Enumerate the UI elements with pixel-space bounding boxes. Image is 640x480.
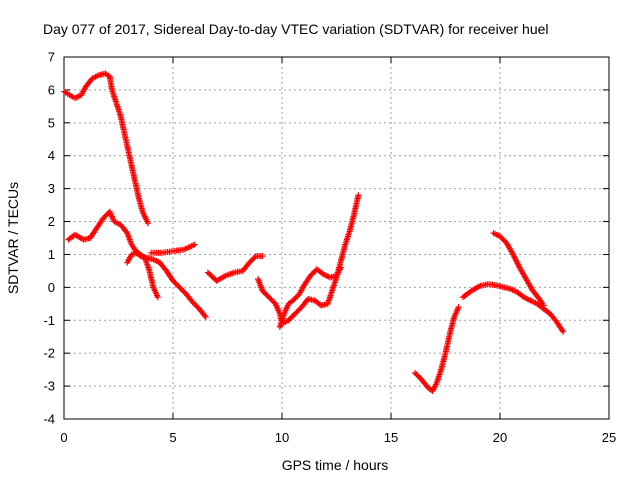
grid-lines xyxy=(63,56,610,420)
data-point xyxy=(154,294,161,301)
data-marker xyxy=(104,211,111,218)
data-marker xyxy=(309,270,316,277)
data-marker xyxy=(286,315,293,322)
data-point xyxy=(170,277,176,284)
data-marker xyxy=(294,308,301,315)
data-marker xyxy=(535,294,542,301)
data-marker xyxy=(261,290,268,297)
data-marker xyxy=(267,295,274,302)
x-tick-label: 0 xyxy=(60,430,67,445)
y-tick-label: 1 xyxy=(48,247,55,262)
data-marker xyxy=(498,234,505,241)
data-marker xyxy=(260,288,267,295)
x-tick-label: 20 xyxy=(493,430,507,445)
y-tick-label: -4 xyxy=(43,412,55,427)
data-marker xyxy=(102,212,109,219)
data-marker xyxy=(415,373,422,380)
data-point xyxy=(259,253,266,260)
y-tick-label: 5 xyxy=(48,115,55,130)
x-tick-label: 5 xyxy=(169,430,176,445)
data-marker xyxy=(172,280,179,287)
data-marker xyxy=(296,306,303,313)
x-tick-label: 15 xyxy=(384,430,398,445)
data-marker xyxy=(291,296,298,303)
data-marker xyxy=(293,309,300,316)
plot-frame xyxy=(63,56,610,420)
data-marker xyxy=(263,291,270,298)
data-marker xyxy=(173,281,180,288)
data-marker xyxy=(193,303,200,310)
y-tick-label: 6 xyxy=(48,82,55,97)
x-tick-labels: 0 5 10 15 20 25 xyxy=(60,430,616,445)
data-point xyxy=(202,313,209,320)
y-tick-label: -2 xyxy=(43,346,55,361)
data-marker xyxy=(413,371,420,378)
data-point xyxy=(355,192,362,199)
data-point xyxy=(289,297,296,304)
data-point xyxy=(455,304,462,311)
data-marker xyxy=(288,314,295,321)
data-marker xyxy=(500,237,507,244)
y-tick-label: -3 xyxy=(43,379,55,394)
data-marker xyxy=(177,285,184,292)
chart-title: Day 077 of 2017, Sidereal Day-to-day VTE… xyxy=(43,21,549,37)
data-marker xyxy=(251,254,258,261)
data-marker xyxy=(269,298,276,305)
x-axis-label: GPS time / hours xyxy=(282,457,389,473)
y-tick-label: 2 xyxy=(48,214,55,229)
x-tick-label: 10 xyxy=(275,430,289,445)
y-tick-label: 4 xyxy=(48,148,55,163)
axis-ticks xyxy=(63,56,610,420)
y-tick-label: 3 xyxy=(48,181,55,196)
data-marker xyxy=(293,293,300,300)
data-marker xyxy=(180,288,187,295)
data-point xyxy=(497,233,503,240)
data-marker xyxy=(268,296,275,303)
y-tick-label: 0 xyxy=(48,280,55,295)
data-marker xyxy=(264,292,271,299)
data-marker xyxy=(190,300,197,307)
data-marker xyxy=(101,213,108,220)
data-point xyxy=(259,287,266,294)
data-marker xyxy=(289,313,296,320)
data-point xyxy=(292,310,299,317)
data-point xyxy=(307,272,314,279)
data-marker xyxy=(499,235,506,242)
data-point xyxy=(191,241,198,248)
data-point xyxy=(176,284,183,291)
data-marker xyxy=(171,279,178,286)
data-marker xyxy=(175,283,182,290)
data-marker xyxy=(248,257,255,264)
data-point xyxy=(337,264,344,271)
data-marker xyxy=(250,255,257,262)
data-points xyxy=(61,70,567,395)
data-point xyxy=(265,294,272,301)
data-point xyxy=(189,299,196,306)
data-marker xyxy=(247,258,254,265)
data-marker xyxy=(123,228,130,235)
data-point xyxy=(100,215,107,222)
data-marker xyxy=(308,271,315,278)
data-point xyxy=(411,369,418,376)
y-tick-labels: -4 -3 -2 -1 0 1 2 3 4 5 6 7 xyxy=(43,50,55,427)
data-point xyxy=(246,259,253,266)
data-marker xyxy=(311,268,318,275)
data-point xyxy=(540,302,547,309)
y-axis-label: SDTVAR / TECUs xyxy=(5,182,21,294)
y-tick-label: 7 xyxy=(48,50,55,65)
data-marker xyxy=(179,286,186,293)
data-marker xyxy=(292,294,299,301)
data-marker xyxy=(192,301,199,308)
data-point xyxy=(285,317,292,324)
data-marker xyxy=(414,372,421,379)
data-marker xyxy=(201,312,208,319)
data-point xyxy=(560,328,567,335)
data-point xyxy=(144,220,151,227)
y-tick-label: -1 xyxy=(43,313,55,328)
x-tick-label: 25 xyxy=(602,430,616,445)
data-marker xyxy=(290,312,297,319)
